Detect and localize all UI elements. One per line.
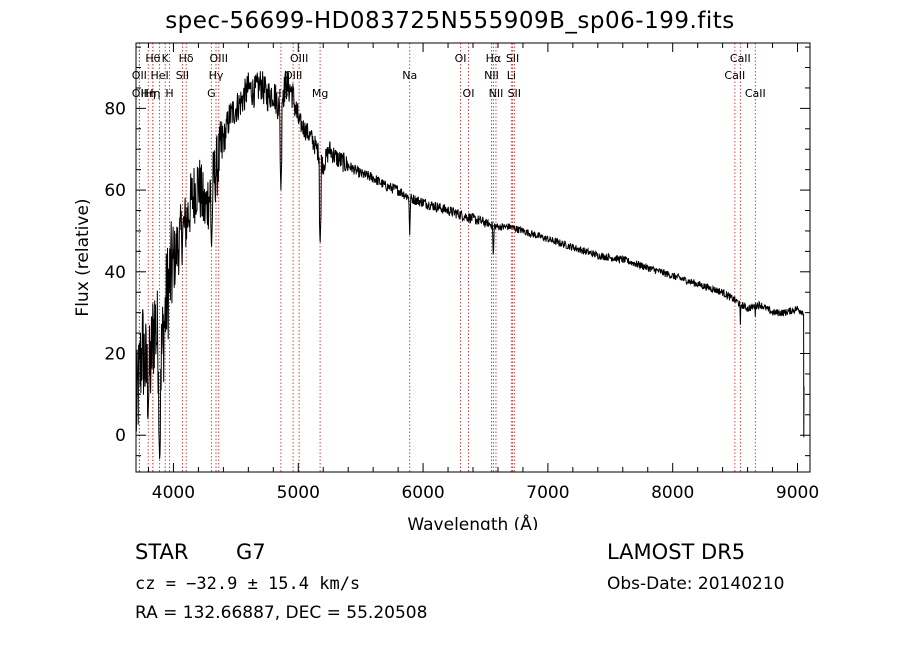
- spectrum-line: [135, 70, 805, 459]
- chart-title: spec-56699-HD083725N555909B_sp06-199.fit…: [165, 8, 735, 34]
- spectral-line-label: Hη: [145, 87, 160, 100]
- survey-name: LAMOST DR5: [607, 540, 746, 564]
- spectral-line-label: Mg: [312, 87, 328, 100]
- spectral-line-label: SII: [176, 69, 189, 82]
- spectrum-chart: OIIOIIHηHηHθHeIKHSIIHδGHγOIIIHβOIIIOIIIM…: [73, 42, 819, 530]
- spectral-line-label: SII: [508, 87, 521, 100]
- axis-ticks: 4000 5000 6000 7000 8000 9000 0 20 40 60 80: [104, 43, 819, 503]
- spectral-line-label: OIII: [290, 52, 308, 65]
- spectral-line-label: HeI: [150, 69, 168, 82]
- y-tick-label: 40: [104, 263, 126, 283]
- ra-dec-coordinates: RA = 132.66887, DEC = 55.20508: [135, 603, 428, 623]
- spectral-line-label: NII: [484, 69, 499, 82]
- spectral-line-label: NII: [489, 87, 504, 100]
- observation-date: Obs-Date: 20140210: [607, 574, 785, 594]
- spectral-line-label: SII: [506, 52, 519, 65]
- y-tick-label: 80: [104, 99, 126, 119]
- spectral-line-label: H: [165, 87, 173, 100]
- spectral-line-label: Hθ: [145, 52, 160, 65]
- object-class: STAR: [135, 540, 189, 564]
- spectral-line-label: G: [207, 87, 216, 100]
- spectral-line-label: CaII: [730, 52, 751, 65]
- spectral-line-label: OIII: [210, 52, 228, 65]
- spectral-line-label: CaII: [745, 87, 766, 100]
- spectral-line-label: OI: [455, 52, 467, 65]
- spectral-line-label: OI: [463, 87, 475, 100]
- object-subclass: G7: [236, 540, 266, 564]
- spectral-line-label: Hγ: [209, 69, 224, 82]
- line-markers: [138, 43, 756, 472]
- spectral-line-label: OII: [132, 69, 147, 82]
- spectral-line-label: Hδ: [179, 52, 194, 65]
- spectral-line-label: Hα: [486, 52, 502, 65]
- x-tick-label: 5000: [277, 483, 320, 503]
- x-axis-label: Wavelength (Å): [407, 513, 538, 530]
- spectral-line-label: Na: [402, 69, 417, 82]
- spectral-line-label: CaII: [724, 69, 745, 82]
- x-tick-label: 7000: [526, 483, 569, 503]
- line-labels: OIIOIIHηHηHθHeIKHSIIHδGHγOIIIHβOIIIOIIIM…: [132, 52, 766, 100]
- x-tick-label: 6000: [401, 483, 444, 503]
- x-tick-label: 9000: [776, 483, 819, 503]
- y-tick-label: 20: [104, 345, 126, 365]
- y-axis-label: Flux (relative): [73, 198, 93, 316]
- x-tick-label: 8000: [651, 483, 694, 503]
- y-tick-label: 60: [104, 181, 126, 201]
- spectral-line-label: K: [162, 52, 170, 65]
- x-tick-label: 4000: [152, 483, 195, 503]
- y-tick-label: 0: [115, 426, 126, 446]
- redshift-cz: cz = −32.9 ± 15.4 km/s: [135, 574, 361, 594]
- spectral-line-label: Li: [507, 69, 516, 82]
- spectral-line-label: Hη: [141, 87, 156, 100]
